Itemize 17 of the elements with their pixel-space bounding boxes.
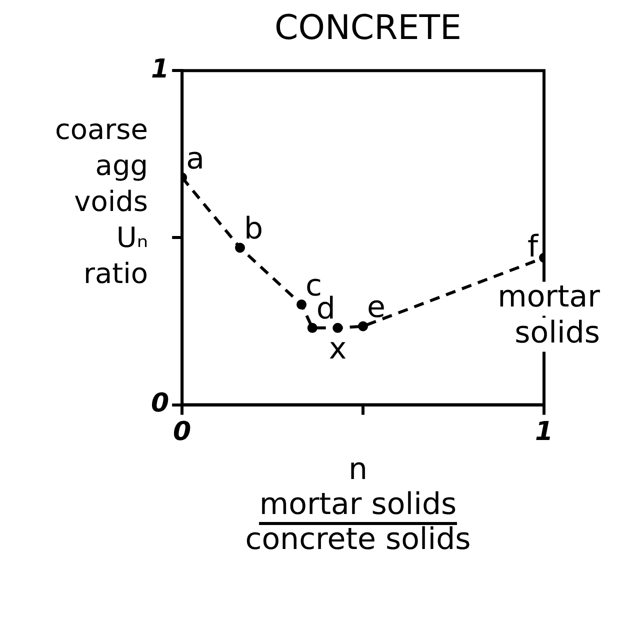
x-axis-title: n bbox=[347, 452, 368, 487]
annotation: a bbox=[186, 141, 204, 176]
annotation: e bbox=[367, 290, 386, 326]
annotation: mortar solids bbox=[498, 280, 601, 351]
chart-title: CONCRETE bbox=[273, 8, 463, 50]
annotation: f bbox=[527, 230, 540, 265]
text: mortar solids bbox=[259, 487, 457, 525]
point bbox=[234, 242, 245, 253]
text: concrete solids bbox=[245, 522, 471, 557]
point bbox=[307, 322, 318, 333]
point bbox=[358, 321, 368, 332]
annotation: c bbox=[306, 268, 322, 304]
annotation: b bbox=[244, 212, 264, 247]
point bbox=[296, 300, 307, 310]
point bbox=[332, 322, 343, 333]
y-axis-title: coarse agg voids Uₙ ratio bbox=[54, 112, 148, 292]
annotation: x bbox=[328, 332, 347, 367]
